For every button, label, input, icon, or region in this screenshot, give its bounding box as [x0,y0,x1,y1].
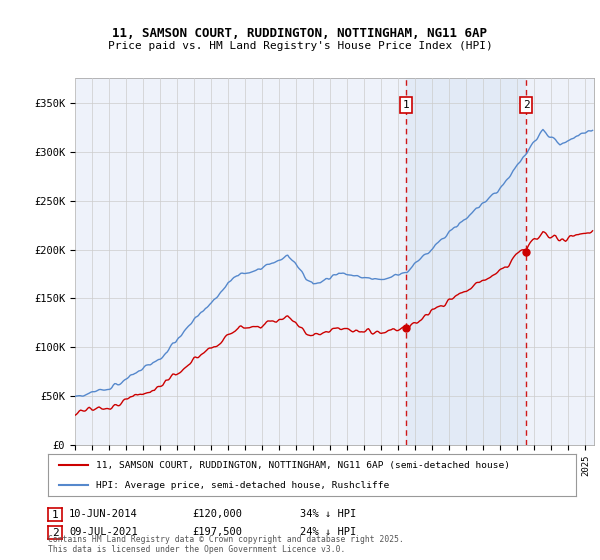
Bar [406,78,526,445]
Text: 10-JUN-2014: 10-JUN-2014 [69,509,138,519]
Text: Contains HM Land Registry data © Crown copyright and database right 2025.
This d: Contains HM Land Registry data © Crown c… [48,535,404,554]
Text: 09-JUL-2021: 09-JUL-2021 [69,527,138,537]
Text: 2: 2 [523,100,530,110]
Text: £120,000: £120,000 [192,509,242,519]
Text: 2: 2 [52,528,59,538]
Text: 11, SAMSON COURT, RUDDINGTON, NOTTINGHAM, NG11 6AP (semi-detached house): 11, SAMSON COURT, RUDDINGTON, NOTTINGHAM… [95,461,509,470]
Text: Price paid vs. HM Land Registry's House Price Index (HPI): Price paid vs. HM Land Registry's House … [107,41,493,51]
Text: HPI: Average price, semi-detached house, Rushcliffe: HPI: Average price, semi-detached house,… [95,480,389,489]
Text: 24% ↓ HPI: 24% ↓ HPI [300,527,356,537]
Text: 11, SAMSON COURT, RUDDINGTON, NOTTINGHAM, NG11 6AP: 11, SAMSON COURT, RUDDINGTON, NOTTINGHAM… [113,27,487,40]
Text: 1: 1 [52,510,59,520]
Text: £197,500: £197,500 [192,527,242,537]
Text: 1: 1 [403,100,409,110]
Text: 34% ↓ HPI: 34% ↓ HPI [300,509,356,519]
